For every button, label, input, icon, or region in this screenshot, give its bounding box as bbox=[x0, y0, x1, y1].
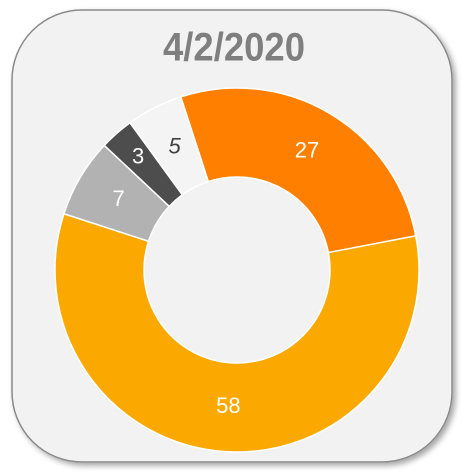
data-label: 3 bbox=[132, 144, 144, 169]
data-label: 27 bbox=[295, 137, 319, 162]
data-label: 7 bbox=[113, 186, 125, 211]
slice bbox=[54, 212, 420, 453]
chart-title: 4/2/2020 bbox=[163, 26, 305, 70]
slice bbox=[179, 87, 417, 254]
data-label: 5 bbox=[168, 133, 181, 158]
slice bbox=[128, 95, 210, 196]
data-label: 58 bbox=[216, 393, 240, 418]
